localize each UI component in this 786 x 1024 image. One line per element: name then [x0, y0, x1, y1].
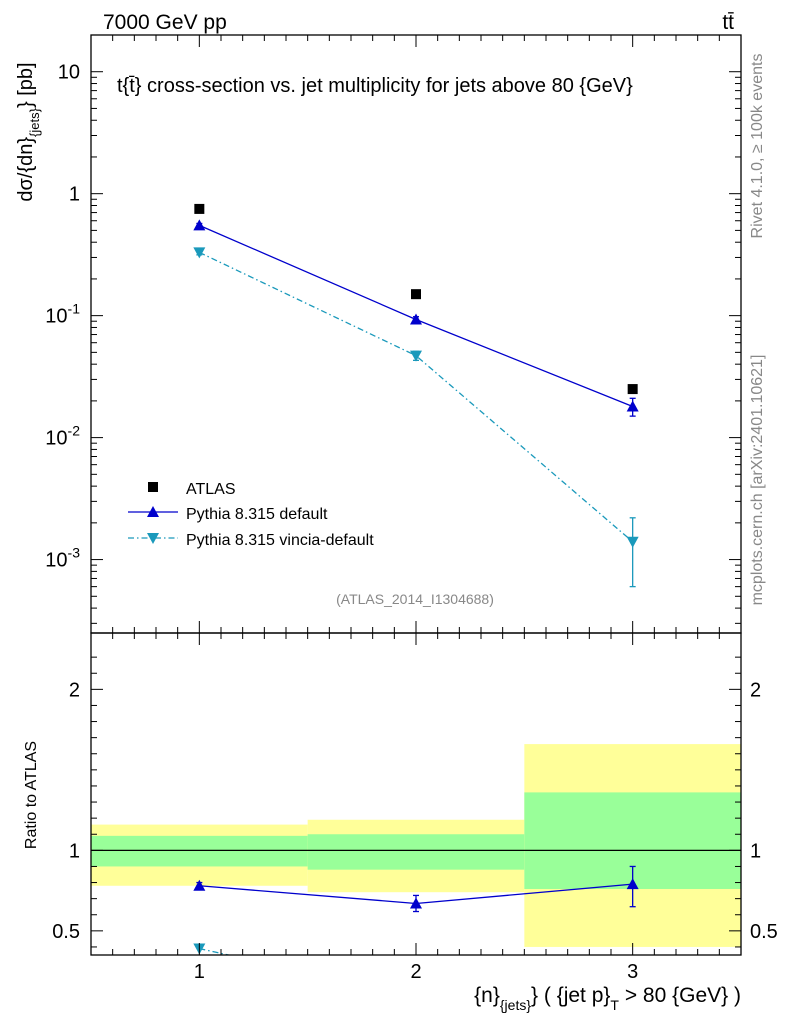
legend-atlas-marker	[148, 482, 158, 492]
ratio-default-point-1	[193, 879, 206, 891]
xlabel-sub2: T	[610, 997, 619, 1013]
ratio-default-point-2	[410, 897, 422, 909]
y-tick-label-base: 10	[45, 306, 67, 328]
x-tick-label: 1	[194, 961, 205, 983]
xlabel-part1: {n}	[474, 984, 500, 1007]
y-tick-label-exp: -2	[68, 423, 81, 439]
ratio-y-tick-label-left: 0.5	[52, 921, 80, 943]
rivet-note: Rivet 4.1.0, ≥ 100k events	[749, 54, 766, 239]
legend-default-marker	[147, 506, 159, 517]
y-tick-label-exp: -3	[68, 545, 81, 561]
vincia-point-3	[626, 536, 639, 548]
y-axis-label-main: dσ/{dn}{jets}} [pb]	[15, 62, 42, 201]
y-tick-label: 10-3	[45, 545, 80, 572]
ratio-default-point-3	[626, 878, 639, 890]
atlas-point-1	[194, 203, 205, 214]
default-point-1	[193, 219, 206, 231]
y-tick-label-base: 10	[45, 428, 67, 450]
ylabel-main-tail: } [pb]	[15, 62, 37, 108]
ylabel-main-sub: {jets}	[27, 107, 42, 137]
xlabel-part3: > 80 {GeV} )	[619, 984, 741, 1007]
vincia-point-1	[193, 247, 206, 259]
legend-vincia-marker	[147, 533, 159, 544]
y-tick-label: 10-1	[45, 301, 80, 328]
mcplots-note: mcplots.cern.ch [arXiv:2401.10621]	[749, 355, 766, 606]
ratio-y-tick-label-right: 1	[750, 840, 761, 862]
xlabel-sub1: {jets}	[500, 997, 531, 1013]
ratio-y-tick-label-left: 1	[69, 840, 80, 862]
ratio-plot-area	[91, 744, 741, 955]
main-plot-area	[193, 203, 639, 588]
xlabel-part2: } ( {jet p}	[531, 984, 610, 1007]
band-inner-2	[307, 834, 525, 870]
energy-label: 7000 GeV pp	[103, 11, 227, 34]
x-tick-label: 2	[410, 961, 421, 983]
analysis-id: (ATLAS_2014_I1304688)	[336, 591, 494, 607]
ratio-y-tick-label-right: 0.5	[750, 921, 778, 943]
y-tick-label-exp: -1	[68, 301, 81, 317]
y-tick-label: 10-2	[45, 423, 80, 450]
y-axis-label-ratio: Ratio to ATLAS	[23, 741, 40, 849]
legend-default-label: Pythia 8.315 default	[186, 506, 328, 523]
ratio-y-tick-label-right: 2	[750, 679, 761, 701]
ratio-y-tick-label-left: 2	[69, 679, 80, 701]
legend-vincia-label: Pythia 8.315 vincia-default	[186, 532, 374, 549]
atlas-point-3	[627, 384, 638, 395]
x-tick-label: 3	[627, 961, 638, 983]
band-inner-1	[91, 835, 308, 867]
y-tick-label: 10	[58, 62, 80, 84]
default-point-3	[626, 400, 639, 412]
plot-title: t{t̄} cross-section vs. jet multiplicity…	[117, 75, 633, 97]
y-tick-label: 1	[69, 184, 80, 206]
process-label: tt̄	[722, 11, 734, 34]
atlas-point-2	[411, 289, 421, 300]
ylabel-main-text: dσ/{dn}	[15, 137, 37, 202]
default-point-2	[410, 313, 422, 325]
legend	[128, 482, 178, 544]
vincia-point-2	[410, 350, 422, 362]
legend-atlas-label: ATLAS	[186, 481, 236, 498]
y-tick-label-base: 10	[45, 550, 67, 572]
x-axis-label: {n}{jets}} ( {jet p}T > 80 {GeV} )	[474, 984, 741, 1013]
